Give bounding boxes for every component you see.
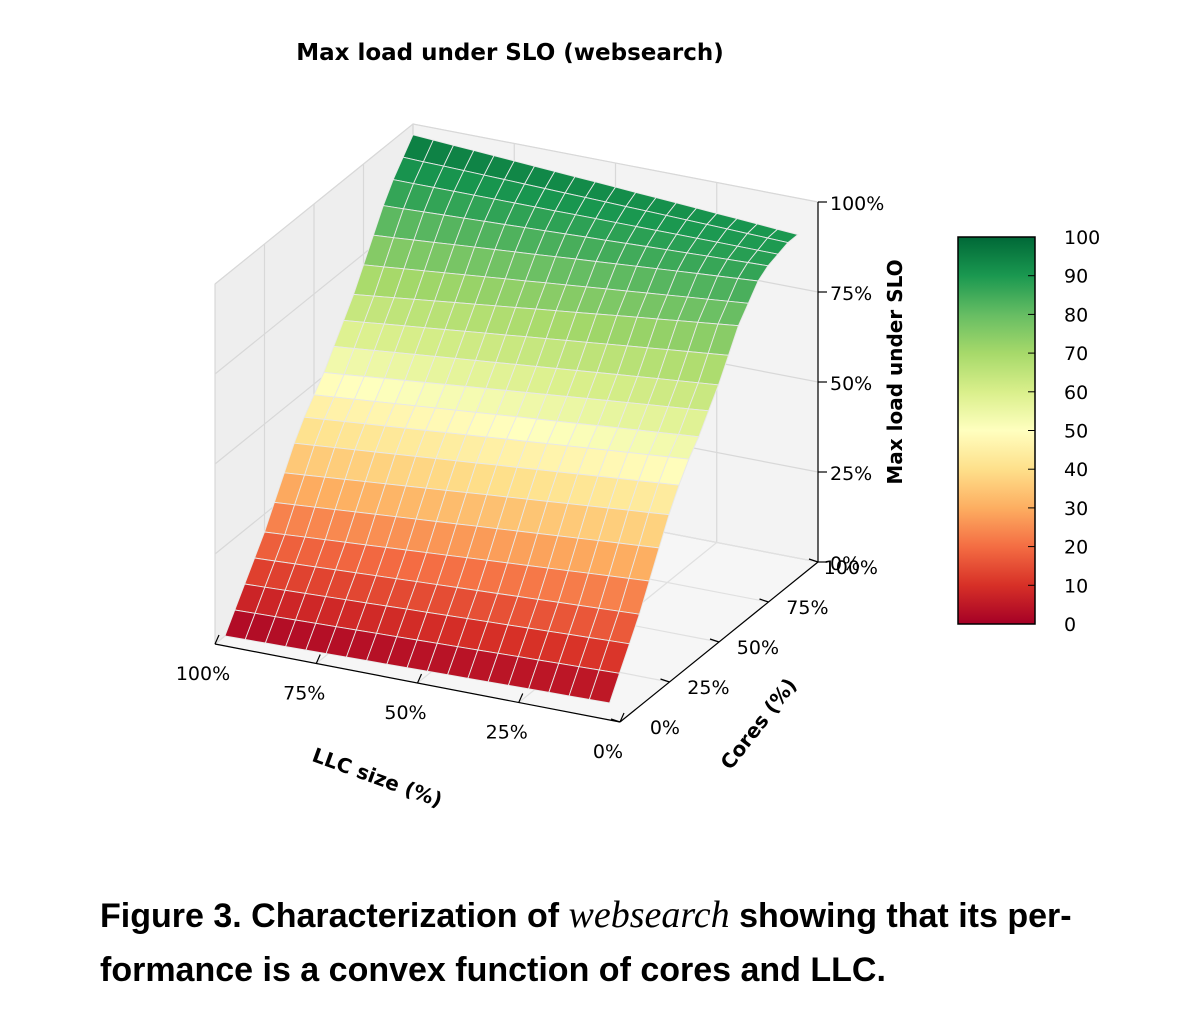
z-tick-label: 25% xyxy=(830,463,872,485)
x-axis-label: LLC size (%) xyxy=(309,743,445,812)
axes: 0% 0% 0% 25% 25% 25% 50% 50% 50% 75% 75% 75% 100% 100… xyxy=(176,193,884,763)
chart-figure: 0% 0% 0% 25% 25% 25% 50% 50% 50% 75% 75% 75% 100% 100… xyxy=(100,40,1100,989)
z-axis-label: Max load under SLO xyxy=(883,259,907,484)
caption-italic: websearch xyxy=(568,894,730,936)
colorbar-tick-label: 30 xyxy=(1064,498,1088,520)
figure-caption: Figure 3. Characterization of websearch … xyxy=(100,888,1160,997)
y-tick-label: 50% xyxy=(737,637,779,659)
z-tick-label: 100% xyxy=(830,193,884,215)
z-tick-label: 75% xyxy=(830,283,872,305)
z-tick-label: 50% xyxy=(830,373,872,395)
y-tick xyxy=(709,638,720,643)
y-tick-label: 75% xyxy=(786,597,828,619)
y-tick xyxy=(808,558,819,563)
surface-chart: 0%0%0%25%25%25%50%50%50%75%75%75%100%100… xyxy=(176,40,1100,812)
colorbar-tick-label: 0 xyxy=(1064,614,1076,636)
x-tick-label: 50% xyxy=(384,702,426,724)
colorbar-tick-label: 20 xyxy=(1064,537,1088,559)
x-tick xyxy=(518,693,524,703)
colorbar-tick-label: 100 xyxy=(1064,227,1100,249)
x-tick-label: 75% xyxy=(283,683,325,705)
caption-suffix: showing that its per- formance is a conv… xyxy=(100,897,1072,989)
x-tick-label: 100% xyxy=(176,663,230,685)
colorbar-tick-label: 10 xyxy=(1064,575,1088,597)
chart-title: Max load under SLO (websearch) xyxy=(296,40,724,66)
y-tick-label: 100% xyxy=(824,557,878,579)
x-tick-label: 0% xyxy=(593,741,623,763)
colorbar-tick-label: 90 xyxy=(1064,266,1088,288)
y-tick xyxy=(610,718,621,723)
z-tick-label: 0% xyxy=(830,553,860,575)
y-tick-label: 0% xyxy=(650,717,680,739)
surface-plot xyxy=(224,134,799,704)
colorbar-tick-label: 50 xyxy=(1064,421,1088,443)
y-tick xyxy=(759,598,769,603)
y-tick-label: 25% xyxy=(687,677,729,699)
x-tick-label: 25% xyxy=(486,722,528,744)
x-tick xyxy=(214,634,220,645)
colorbar-tick-label: 70 xyxy=(1064,343,1088,365)
x-tick xyxy=(619,712,625,723)
colorbar-tick-label: 60 xyxy=(1064,382,1088,404)
colorbar-tick-label: 80 xyxy=(1064,304,1088,326)
colorbar: 0 10 20 30 40 50 60 70 80 90 100 xyxy=(957,227,1100,636)
colorbar-gradient xyxy=(957,236,1036,625)
colorbar-tick-label: 40 xyxy=(1064,459,1088,481)
x-tick xyxy=(315,654,321,664)
caption-prefix: Figure 3. Characterization of xyxy=(100,897,569,935)
y-tick xyxy=(660,678,670,683)
x-tick xyxy=(416,673,423,684)
surface-patch xyxy=(588,669,621,704)
